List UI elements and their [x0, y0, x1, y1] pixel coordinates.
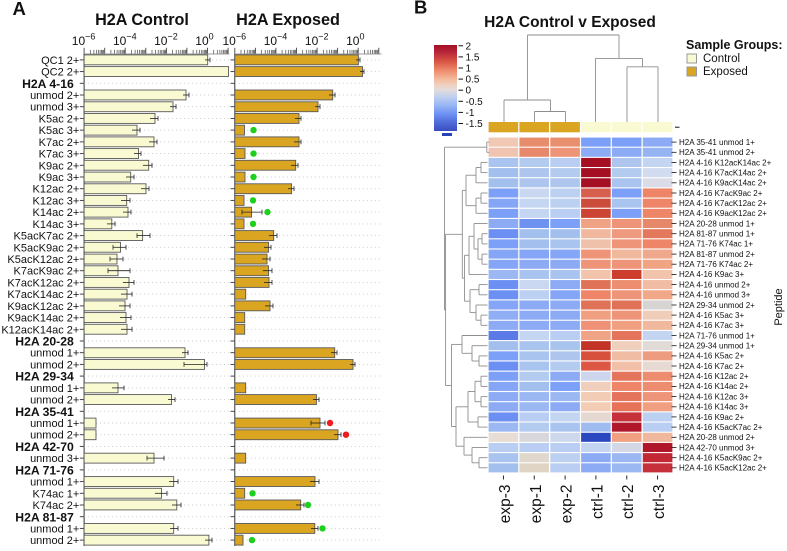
svg-text:H2A 4-16 K14ac 3+: H2A 4-16 K14ac 3+ [679, 403, 749, 412]
svg-text:K7acK12ac 2+: K7acK12ac 2+ [7, 277, 79, 289]
svg-text:unmod 1+: unmod 1+ [30, 477, 79, 489]
svg-text:H2A 4-16: H2A 4-16 [22, 77, 74, 91]
svg-text:unmod 2+: unmod 2+ [30, 430, 79, 442]
svg-text:H2A 81-87: H2A 81-87 [15, 510, 74, 524]
svg-text:H2A 4-16 K5acK9ac 2+: H2A 4-16 K5acK9ac 2+ [679, 454, 763, 463]
svg-text:A: A [13, 0, 26, 19]
svg-text:H2A 4-16 K7ac 2+: H2A 4-16 K7ac 2+ [679, 362, 744, 371]
svg-text:ctrl-2: ctrl-2 [620, 485, 637, 519]
svg-text:K9ac 3+: K9ac 3+ [39, 172, 80, 184]
svg-text:B: B [414, 0, 427, 18]
svg-text:0: 0 [466, 86, 472, 97]
svg-text:K7ac 2+: K7ac 2+ [39, 137, 80, 149]
svg-text:K9acK12ac 2+: K9acK12ac 2+ [7, 301, 79, 313]
svg-text:ctrl-3: ctrl-3 [651, 485, 668, 519]
svg-text:H2A 4-16 K9acK14ac 2+: H2A 4-16 K9acK14ac 2+ [679, 179, 767, 188]
svg-text:H2A 29-34 unmod 2+: H2A 29-34 unmod 2+ [679, 301, 755, 310]
svg-text:H2A 4-16 K5acK12ac 2+: H2A 4-16 K5acK12ac 2+ [679, 464, 767, 473]
svg-text:unmod 3+: unmod 3+ [30, 102, 79, 114]
svg-text:H2A 29-34: H2A 29-34 [15, 370, 74, 384]
svg-text:unmod 1+: unmod 1+ [30, 348, 79, 360]
svg-text:H2A 20-28 unmod 2+: H2A 20-28 unmod 2+ [679, 433, 755, 442]
svg-text:H2A Control v Exposed: H2A Control v Exposed [484, 14, 656, 31]
svg-text:Peptide: Peptide [773, 288, 785, 325]
svg-text:Sample Groups:: Sample Groups: [686, 38, 783, 52]
svg-text:K74ac 2+: K74ac 2+ [33, 500, 80, 512]
svg-text:K7ac 3+: K7ac 3+ [39, 149, 80, 161]
svg-text:K74ac 1+: K74ac 1+ [33, 488, 80, 500]
svg-text:QC1 2+: QC1 2+ [41, 55, 79, 67]
svg-text:H2A 4-16 K7acK9ac 2+: H2A 4-16 K7acK9ac 2+ [679, 189, 763, 198]
svg-text:H2A 4-16 unmod 3+: H2A 4-16 unmod 3+ [679, 291, 751, 300]
svg-text:H2A 35-41: H2A 35-41 [15, 405, 74, 419]
svg-text:K12ac 2+: K12ac 2+ [33, 184, 80, 196]
svg-text:-1.5: -1.5 [466, 119, 484, 130]
svg-text:ctrl-1: ctrl-1 [589, 485, 606, 519]
svg-text:H2A 81-87 unmod 1+: H2A 81-87 unmod 1+ [679, 230, 755, 239]
svg-text:0.5: 0.5 [466, 75, 480, 86]
svg-text:Exposed: Exposed [703, 66, 748, 78]
svg-text:H2A 20-28 unmod 1+: H2A 20-28 unmod 1+ [679, 219, 755, 228]
svg-text:H2A Exposed: H2A Exposed [236, 11, 340, 29]
svg-text:K14ac 2+: K14ac 2+ [33, 207, 80, 219]
svg-text:unmod 2+: unmod 2+ [30, 359, 79, 371]
svg-text:H2A 4-16 K14ac 2+: H2A 4-16 K14ac 2+ [679, 382, 749, 391]
svg-text:H2A 20-28: H2A 20-28 [15, 335, 74, 349]
svg-text:QC2 2+: QC2 2+ [41, 67, 79, 79]
svg-text:unmod 1+: unmod 1+ [30, 523, 79, 535]
svg-text:K5ac 3+: K5ac 3+ [39, 125, 80, 137]
svg-text:exp-1: exp-1 [528, 485, 545, 524]
svg-text:K9ac 2+: K9ac 2+ [39, 160, 80, 172]
svg-text:H2A 42-70 unmod 3+: H2A 42-70 unmod 3+ [679, 443, 755, 452]
svg-text:H2A 4-16 K12ac 2+: H2A 4-16 K12ac 2+ [679, 372, 749, 381]
svg-text:exp-3: exp-3 [497, 485, 514, 524]
svg-text:H2A 71-76: H2A 71-76 [15, 464, 74, 478]
svg-text:H2A 71-76 K74ac 2+: H2A 71-76 K74ac 2+ [679, 260, 753, 269]
svg-text:K7acK9ac 2+: K7acK9ac 2+ [14, 266, 80, 278]
svg-text:H2A 4-16 K12acK14ac 2+: H2A 4-16 K12acK14ac 2+ [679, 158, 772, 167]
svg-text:H2A 71-76 K74ac 1+: H2A 71-76 K74ac 1+ [679, 240, 753, 249]
svg-text:1: 1 [466, 64, 472, 75]
svg-text:H2A 4-16 K5ac 2+: H2A 4-16 K5ac 2+ [679, 352, 744, 361]
svg-text:K14ac 3+: K14ac 3+ [33, 219, 80, 231]
svg-text:K5acK12ac 2+: K5acK12ac 2+ [7, 254, 79, 266]
svg-text:Control: Control [703, 53, 740, 65]
svg-text:unmod 1+: unmod 1+ [30, 418, 79, 430]
svg-text:K12acK14ac 2+: K12acK14ac 2+ [1, 324, 79, 336]
svg-text:H2A 42-70: H2A 42-70 [15, 440, 74, 454]
svg-text:H2A 35-41 unmod 1+: H2A 35-41 unmod 1+ [679, 138, 755, 147]
svg-text:unmod 2+: unmod 2+ [30, 90, 79, 102]
svg-text:H2A 4-16 K7acK14ac 2+: H2A 4-16 K7acK14ac 2+ [679, 168, 767, 177]
svg-text:K9acK14ac 2+: K9acK14ac 2+ [7, 313, 79, 325]
svg-text:H2A 4-16 K9ac 3+: H2A 4-16 K9ac 3+ [679, 270, 744, 279]
svg-text:K5acK7ac 2+: K5acK7ac 2+ [14, 231, 80, 243]
svg-text:2: 2 [466, 41, 472, 52]
svg-text:-0.5: -0.5 [466, 97, 484, 108]
svg-text:K5ac 2+: K5ac 2+ [39, 113, 80, 125]
svg-text:H2A 4-16 K9acK12ac 2+: H2A 4-16 K9acK12ac 2+ [679, 209, 767, 218]
svg-text:unmod 1+: unmod 1+ [30, 383, 79, 395]
svg-text:unmod 3+: unmod 3+ [30, 453, 79, 465]
svg-text:H2A 71-76 unmod 1+: H2A 71-76 unmod 1+ [679, 331, 755, 340]
svg-text:-1: -1 [466, 108, 475, 119]
svg-text:H2A 4-16 K7acK12ac 2+: H2A 4-16 K7acK12ac 2+ [679, 199, 767, 208]
svg-text:H2A 4-16 K12ac 3+: H2A 4-16 K12ac 3+ [679, 392, 749, 401]
svg-text:H2A 4-16 K9ac 2+: H2A 4-16 K9ac 2+ [679, 413, 744, 422]
svg-text:1.5: 1.5 [466, 52, 480, 63]
svg-text:unmod 2+: unmod 2+ [30, 395, 79, 407]
svg-text:H2A Control: H2A Control [95, 11, 189, 29]
svg-text:H2A 35-41 unmod 2+: H2A 35-41 unmod 2+ [679, 148, 755, 157]
svg-text:H2A 4-16 K5ac 3+: H2A 4-16 K5ac 3+ [679, 311, 744, 320]
svg-text:H2A 4-16 K5acK7ac 2+: H2A 4-16 K5acK7ac 2+ [679, 423, 763, 432]
svg-text:exp-2: exp-2 [559, 485, 576, 524]
svg-text:K5acK9ac 2+: K5acK9ac 2+ [14, 242, 80, 254]
svg-text:unmod 2+: unmod 2+ [30, 535, 79, 546]
svg-text:K7acK14ac 2+: K7acK14ac 2+ [7, 289, 79, 301]
svg-text:H2A 4-16 unmod 2+: H2A 4-16 unmod 2+ [679, 280, 751, 289]
svg-text:H2A 81-87 unmod 2+: H2A 81-87 unmod 2+ [679, 250, 755, 259]
svg-text:K12ac 3+: K12ac 3+ [33, 195, 80, 207]
svg-text:H2A 29-34 unmod 1+: H2A 29-34 unmod 1+ [679, 342, 755, 351]
svg-text:H2A 4-16 K7ac 3+: H2A 4-16 K7ac 3+ [679, 321, 744, 330]
